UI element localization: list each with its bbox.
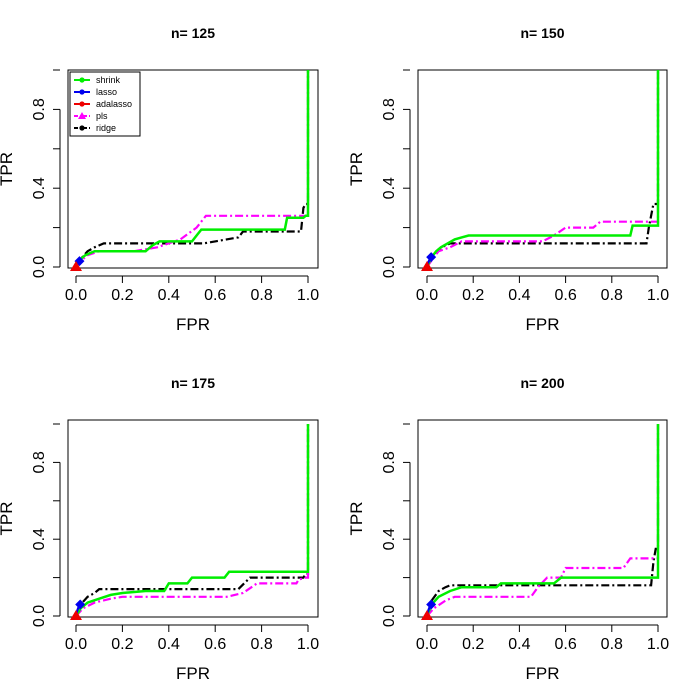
roc-panel-2: n= 175 0.0 0.2 0.4 0.6 0.8 1.0 FPR 0.0 0.4 0.8 TPR: [0, 375, 319, 683]
x-tick-label: 0.0: [65, 636, 87, 653]
y-tick-label: 0.8: [31, 98, 48, 120]
series-line-shrink: [74, 424, 310, 617]
series-marker-adalasso: [70, 610, 82, 620]
legend-label-shrink: shrink: [96, 75, 121, 85]
legend: shrink lasso adalasso pls ridge: [69, 71, 141, 137]
y-tick-label: 0.4: [31, 177, 48, 199]
y-tick-label: 0.8: [381, 98, 398, 120]
x-tick-label: 0.0: [416, 636, 438, 653]
x-axis-label: FPR: [176, 315, 210, 334]
plot-frame: [417, 419, 668, 618]
panel-title: n= 200: [521, 375, 565, 391]
x-tick-label: 0.0: [416, 287, 438, 304]
y-tick-label: 0.8: [381, 451, 398, 473]
x-tick-label: 0.4: [158, 287, 180, 304]
y-axis-label: TPR: [347, 152, 366, 186]
y-axis-label: TPR: [0, 152, 16, 186]
series-line-pls: [75, 424, 310, 617]
plot-frame: [67, 69, 319, 269]
series-marker-adalasso: [421, 261, 433, 271]
x-tick-label: 0.6: [554, 287, 576, 304]
y-tick-label: 0.4: [31, 528, 48, 550]
series-marker-lasso: [426, 252, 437, 263]
y-axis-label: TPR: [347, 502, 366, 536]
roc-panel-3: n= 200 0.0 0.2 0.4 0.6 0.8 1.0 FPR 0.0 0.4 0.8 TPR: [347, 375, 669, 683]
legend-marker-pls: [78, 112, 86, 119]
series-line-shrink: [425, 424, 660, 617]
x-tick-label: 0.6: [204, 287, 226, 304]
x-axis-label: FPR: [176, 664, 210, 683]
y-tick-label: 0.0: [381, 605, 398, 627]
x-tick-label: 0.8: [601, 636, 623, 653]
y-tick-label: 0.0: [31, 256, 48, 278]
series-line-ridge: [75, 70, 310, 268]
x-tick-label: 1.0: [647, 287, 669, 304]
x-tick-label: 0.2: [462, 287, 484, 304]
legend-label-ridge: ridge: [96, 123, 116, 133]
series-line-shrink: [74, 70, 310, 268]
legend-label-adalasso: adalasso: [96, 99, 132, 109]
x-axis-label: FPR: [526, 664, 560, 683]
x-tick-label: 0.8: [250, 287, 272, 304]
x-tick-label: 0.2: [111, 287, 133, 304]
x-tick-label: 1.0: [297, 636, 319, 653]
plot-frame: [67, 419, 319, 618]
x-tick-label: 0.4: [508, 636, 530, 653]
legend-label-lasso: lasso: [96, 87, 117, 97]
x-tick-label: 0.6: [554, 636, 576, 653]
y-axis-label: TPR: [0, 502, 16, 536]
x-tick-label: 0.2: [462, 636, 484, 653]
panel-title: n= 125: [171, 25, 215, 41]
legend-marker-adalasso: [79, 101, 85, 107]
legend-marker-lasso: [79, 89, 85, 95]
y-tick-label: 0.4: [381, 177, 398, 199]
series-marker-adalasso: [70, 261, 82, 271]
plot-frame: [417, 69, 668, 269]
series-line-pls: [426, 70, 660, 268]
y-tick-label: 0.8: [31, 451, 48, 473]
series-marker-lasso: [426, 599, 437, 610]
x-tick-label: 0.8: [250, 636, 272, 653]
series-line-ridge: [74, 424, 310, 617]
x-tick-label: 1.0: [297, 287, 319, 304]
x-tick-label: 0.0: [65, 287, 87, 304]
x-tick-label: 0.8: [601, 287, 623, 304]
y-tick-label: 0.0: [381, 256, 398, 278]
x-tick-label: 0.2: [111, 636, 133, 653]
y-tick-label: 0.4: [381, 528, 398, 550]
roc-panel-0: n= 125 0.0 0.2 0.4 0.6 0.8 1.0 FPR 0.0 0.4 0.8 TPR s…: [0, 25, 319, 334]
series-marker-adalasso: [421, 610, 433, 620]
x-tick-label: 0.6: [204, 636, 226, 653]
y-tick-label: 0.0: [31, 605, 48, 627]
x-tick-label: 0.4: [508, 287, 530, 304]
series-marker-lasso: [75, 599, 86, 610]
x-tick-label: 0.4: [158, 636, 180, 653]
panel-title: n= 175: [171, 375, 215, 391]
legend-label-pls: pls: [96, 111, 108, 121]
legend-marker-shrink: [79, 77, 85, 83]
x-tick-label: 1.0: [647, 636, 669, 653]
x-axis-label: FPR: [526, 315, 560, 334]
panel-title: n= 150: [521, 25, 565, 41]
series-line-shrink: [425, 70, 660, 268]
roc-panel-1: n= 150 0.0 0.2 0.4 0.6 0.8 1.0 FPR 0.0 0.4 0.8 TPR: [347, 25, 669, 334]
legend-marker-ridge: [79, 125, 85, 131]
